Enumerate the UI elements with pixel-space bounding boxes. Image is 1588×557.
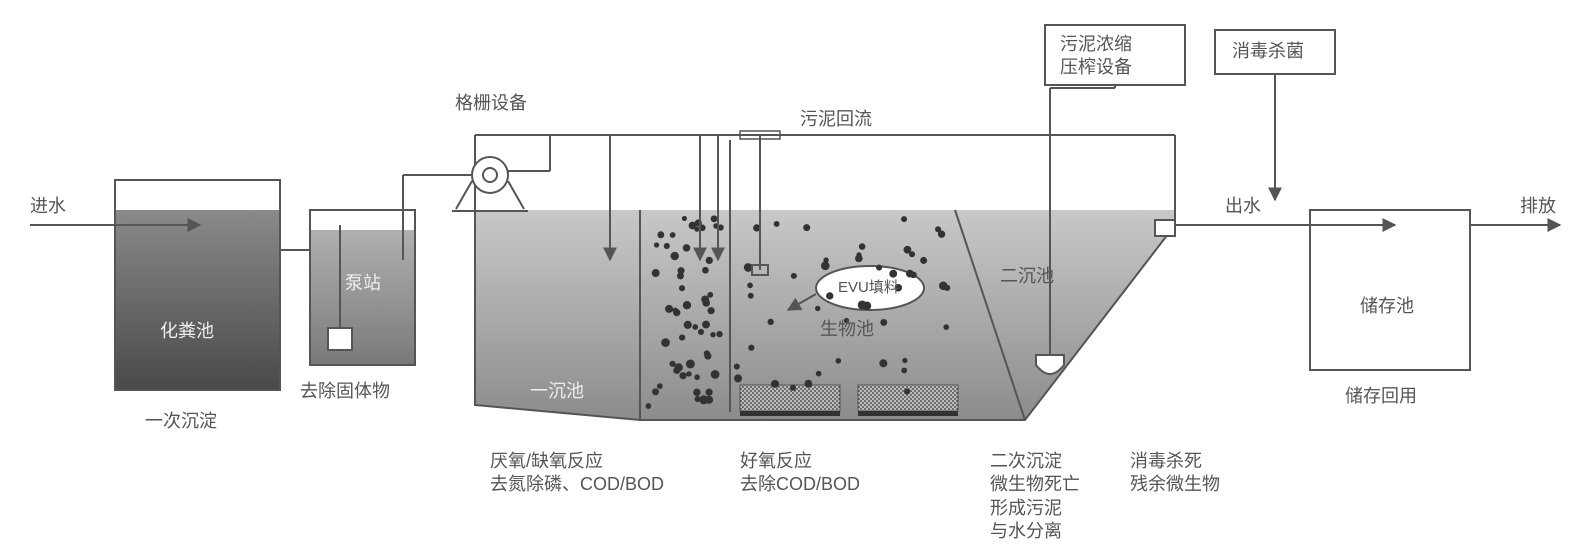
label-disinfect-box: 消毒杀菌 (1232, 40, 1304, 63)
label-primary-sed: 一次沉淀 (145, 410, 217, 433)
label-primary-tank: 一沉池 (530, 380, 584, 403)
label-aerobic: 好氧反应 去除COD/BOD (740, 450, 860, 497)
label-pump-station: 泵站 (345, 272, 381, 295)
label-screen: 格栅设备 (455, 92, 527, 115)
label-evu: EVU填料 (838, 278, 899, 298)
label-anoxic: 厌氧/缺氧反应 去氮除磷、COD/BOD (490, 450, 664, 497)
label-disinfect-desc: 消毒杀死 残余微生物 (1130, 450, 1220, 497)
label-secondary-desc: 二次沉淀 微生物死亡 形成污泥 与水分离 (990, 450, 1080, 544)
label-remove-solids: 去除固体物 (300, 380, 390, 403)
label-influent: 进水 (30, 195, 66, 218)
label-discharge: 排放 (1520, 195, 1556, 218)
diagram-stage: 进水 化粪池 一次沉淀 泵站 去除固体物 格栅设备 污泥回流 一沉池 厌氧/缺氧… (0, 0, 1588, 557)
label-sludge-return: 污泥回流 (800, 108, 872, 131)
label-storage-tank: 储存池 (1360, 295, 1414, 318)
label-secondary-tank: 二沉池 (1000, 265, 1054, 288)
label-storage-reuse: 储存回用 (1345, 385, 1417, 408)
label-effluent: 出水 (1225, 195, 1261, 218)
label-bio: 生物池 (820, 318, 874, 341)
label-thickener: 污泥浓缩 压榨设备 (1060, 33, 1132, 80)
label-septic-tank: 化粪池 (160, 320, 214, 343)
